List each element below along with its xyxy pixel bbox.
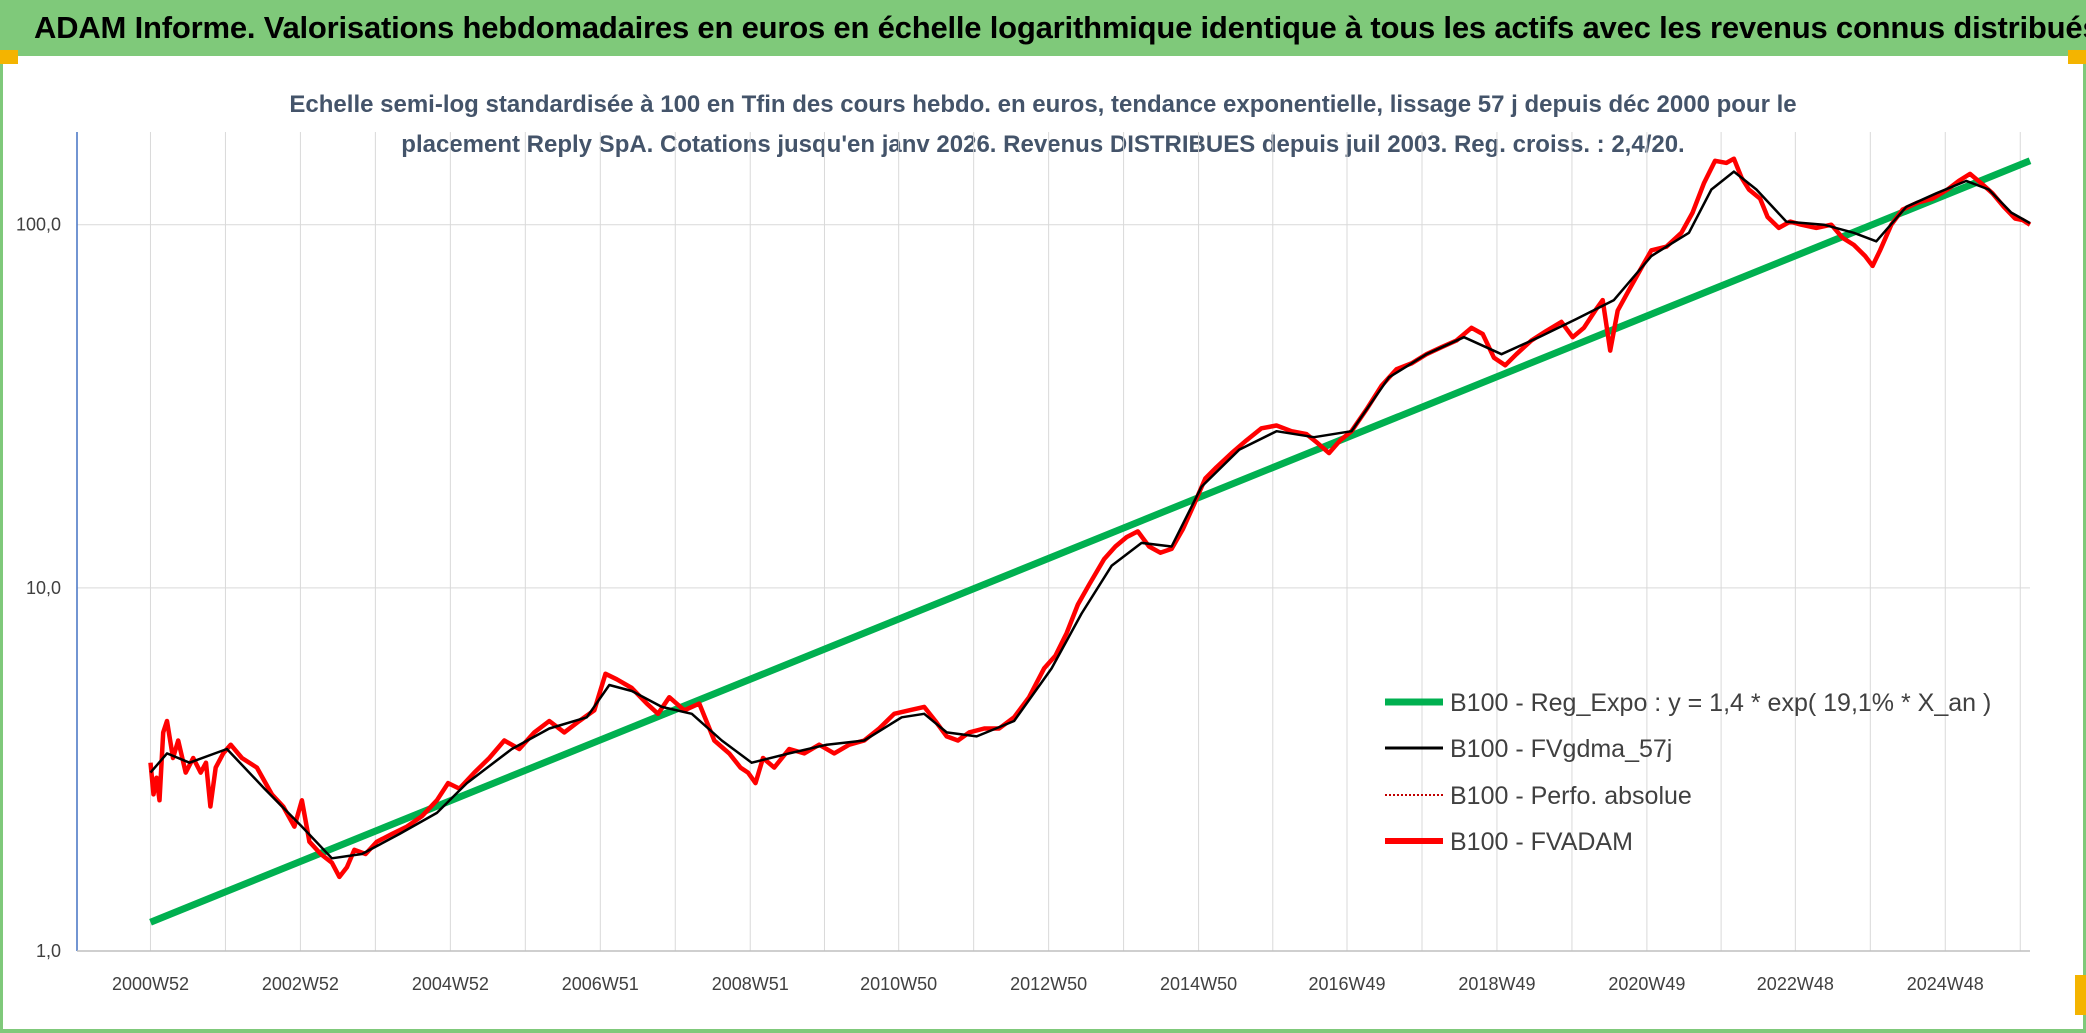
title-banner: ADAM Informe. Valorisations hebdomadaire… bbox=[0, 0, 2086, 56]
x-tick-label-1: 2002W52 bbox=[262, 974, 339, 994]
x-tick-label-12: 2024W48 bbox=[1907, 974, 1984, 994]
chart-subtitle-line-2: placement Reply SpA. Cotations jusqu'en … bbox=[401, 131, 1684, 158]
y-tick-label-1: 10,0 bbox=[26, 578, 61, 598]
axes: 1,0 10,0 100,0 2000W52 2002W52 2004W52 2006W51… bbox=[16, 132, 2030, 994]
y-tick-label-0: 1,0 bbox=[36, 941, 61, 961]
legend-label-trend: B100 - Reg_Expo : y = 1,4 * exp( 19,1% *… bbox=[1450, 689, 1991, 717]
chart-subtitle-line-1: Echelle semi-log standardisée à 100 en T… bbox=[289, 91, 1796, 118]
grid-lines bbox=[76, 132, 2030, 951]
frame-bottom-border bbox=[0, 1029, 2086, 1033]
chart-frame bbox=[0, 56, 2086, 1033]
x-tick-label-7: 2014W50 bbox=[1160, 974, 1237, 994]
x-tick-label-4: 2008W51 bbox=[712, 974, 789, 994]
legend-label-smooth: B100 - FVgdma_57j bbox=[1450, 735, 1672, 763]
legend-label-perfo: B100 - Perfo. absolue bbox=[1450, 782, 1692, 810]
series-line-trend bbox=[149, 157, 2032, 926]
x-tick-label-2: 2004W52 bbox=[412, 974, 489, 994]
x-tick-label-11: 2022W48 bbox=[1757, 974, 1834, 994]
corner-marker-top-left bbox=[0, 50, 18, 64]
page-title: ADAM Informe. Valorisations hebdomadaire… bbox=[34, 10, 2086, 45]
series-lines bbox=[148, 156, 2032, 926]
x-tick-label-8: 2016W49 bbox=[1308, 974, 1385, 994]
x-tick-label-9: 2018W49 bbox=[1458, 974, 1535, 994]
series-line-smooth bbox=[149, 170, 2031, 860]
x-tick-label-5: 2010W50 bbox=[860, 974, 937, 994]
corner-marker-bottom-right bbox=[2075, 975, 2086, 1015]
legend: B100 - Reg_Expo : y = 1,4 * exp( 19,1% *… bbox=[1385, 689, 1991, 856]
x-tick-label-0: 2000W52 bbox=[112, 974, 189, 994]
x-tick-label-6: 2012W50 bbox=[1010, 974, 1087, 994]
series-line-main bbox=[148, 156, 2032, 880]
x-tick-label-10: 2020W49 bbox=[1608, 974, 1685, 994]
y-tick-label-2: 100,0 bbox=[16, 215, 61, 235]
corner-marker-top-right bbox=[2068, 50, 2086, 64]
x-tick-label-3: 2006W51 bbox=[562, 974, 639, 994]
legend-label-fvadam: B100 - FVADAM bbox=[1450, 828, 1633, 856]
